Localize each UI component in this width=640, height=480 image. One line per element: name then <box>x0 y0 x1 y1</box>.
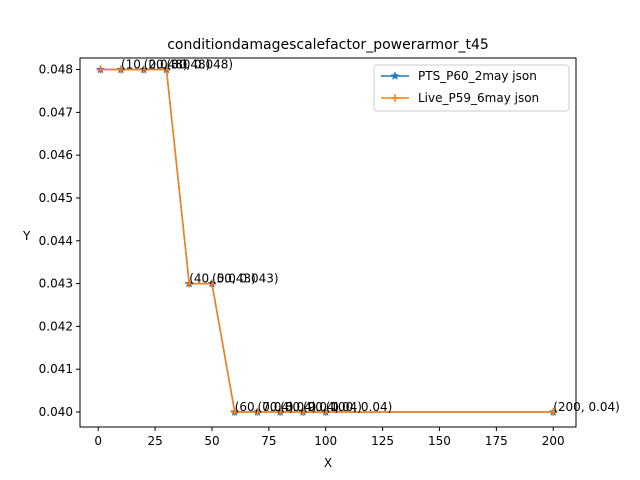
point-annotation: (20, 0.048) <box>144 58 211 72</box>
x-axis-label: X <box>324 456 332 470</box>
point-annotation: (80, 0.04) <box>280 400 339 414</box>
x-tick-label: 125 <box>371 434 394 448</box>
x-tick-label: 25 <box>147 434 162 448</box>
legend-label-1: PTS_P60_2may json <box>418 69 537 83</box>
legend-marker-2 <box>391 94 399 102</box>
x-axis: 0 25 50 75 100 125 150 175 200 <box>94 427 565 448</box>
x-tick-label: 200 <box>542 434 565 448</box>
legend: PTS_P60_2may json Live_P59_6may json <box>373 64 570 112</box>
series-layer <box>95 64 558 417</box>
point-annotation: (100, 0.04) <box>326 400 393 414</box>
y-tick-label: 0.042 <box>39 319 73 333</box>
point-annotation: (40, 0.043) <box>189 272 256 286</box>
point-annotation: (200, 0.04) <box>553 400 620 414</box>
point-annotation: (10, 0.048) <box>121 58 188 72</box>
point-annotation: (60, 0.04) <box>235 400 294 414</box>
x-tick-label: 0 <box>94 434 102 448</box>
series-2 <box>96 65 558 417</box>
legend-marker-1 <box>390 71 400 80</box>
series-2-point <box>298 408 307 417</box>
series-1 <box>95 64 558 417</box>
y-tick-label: 0.040 <box>39 405 73 419</box>
x-tick-label: 150 <box>428 434 451 448</box>
y-tick-label: 0.041 <box>39 362 73 376</box>
plot-frame <box>79 57 577 428</box>
series-2-line <box>100 68 554 413</box>
point-annotation: (70, 0.04) <box>257 400 316 414</box>
legend-entry-1: PTS_P60_2may json <box>381 69 537 83</box>
y-tick-label: 0.045 <box>39 191 73 205</box>
y-tick-label: 0.047 <box>39 105 73 119</box>
series-2-point <box>253 408 262 417</box>
x-tick-label: 75 <box>261 434 276 448</box>
legend-entry-2: Live_P59_6may json <box>381 91 539 105</box>
y-tick-label: 0.046 <box>39 148 73 162</box>
x-tick-label: 175 <box>485 434 508 448</box>
point-annotation: (90, 0.04) <box>303 400 362 414</box>
y-tick-label: 0.048 <box>39 63 73 77</box>
series-2-point <box>185 279 194 288</box>
series-2-point <box>139 65 148 74</box>
series-2-point <box>549 408 558 417</box>
series-2-point <box>162 65 171 74</box>
chart-title: conditiondamagescalefactor_powerarmor_t4… <box>167 37 489 53</box>
y-axis: 0.040 0.041 0.042 0.043 0.044 0.045 0.046 0.047… <box>39 63 80 419</box>
series-1-line <box>100 68 554 413</box>
series-2-point <box>207 279 216 288</box>
y-tick-label: 0.043 <box>39 277 73 291</box>
series-2-point <box>230 408 239 417</box>
x-tick-label: 50 <box>204 434 219 448</box>
y-tick-label: 0.044 <box>39 234 73 248</box>
annotation-layer: (10, 0.048)(20, 0.048)(30, 0.048) (40, 0.… <box>121 58 620 414</box>
series-2-point <box>96 65 105 74</box>
series-2-point <box>321 408 330 417</box>
point-annotation: (50, 0.043) <box>212 272 279 286</box>
point-annotation: (30, 0.048) <box>166 58 233 72</box>
y-axis-label: Y <box>22 229 31 243</box>
series-2-point <box>276 408 285 417</box>
legend-label-2: Live_P59_6may json <box>418 91 539 105</box>
series-2-point <box>116 65 125 74</box>
x-tick-label: 100 <box>314 434 337 448</box>
legend-box <box>373 64 570 112</box>
